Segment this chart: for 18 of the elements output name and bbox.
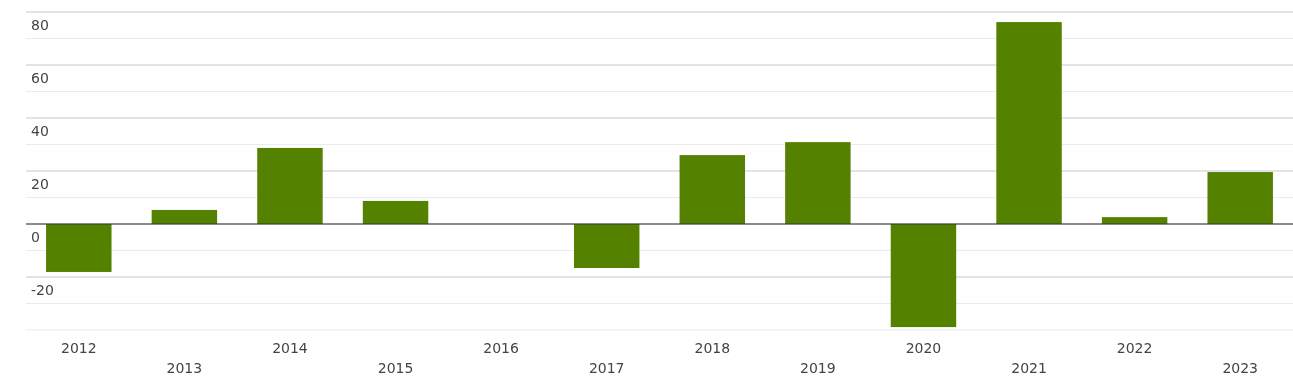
x-tick-label: 2014: [272, 340, 308, 356]
x-tick-label: 2016: [483, 340, 520, 356]
y-tick-label: -20: [31, 282, 54, 298]
x-tick-label: 2023: [1222, 360, 1259, 376]
y-tick-label: 20: [31, 176, 49, 192]
x-tick-label: 2015: [377, 360, 414, 376]
x-tick-label: 2021: [1011, 360, 1047, 376]
y-tick-label: 60: [31, 70, 49, 86]
x-tick-label: 2019: [800, 360, 836, 376]
x-tick-label: 2022: [1116, 340, 1153, 356]
y-tick-label: 0: [31, 229, 40, 245]
y-tick-label: 40: [31, 123, 49, 139]
x-tick-label: 2012: [60, 340, 97, 356]
x-tick-label: 2013: [166, 360, 203, 376]
x-tick-label: 2020: [905, 340, 942, 356]
x-tick-label: 2018: [694, 340, 731, 356]
x-tick-label: 2017: [588, 360, 625, 376]
y-tick-label: 80: [31, 17, 49, 33]
